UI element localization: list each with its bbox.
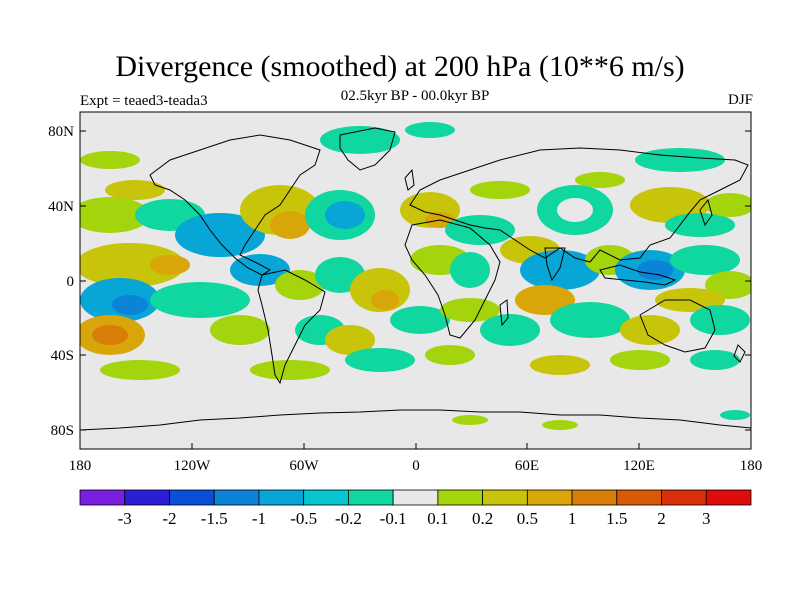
y-tick-label: 0 — [67, 274, 75, 290]
colorbar-swatch — [437, 489, 484, 506]
colorbar-label: -3 — [118, 509, 132, 528]
colorbar-swatch — [124, 489, 170, 506]
x-tick-label: 0 — [412, 458, 420, 474]
colorbar-label: 0.2 — [472, 509, 493, 528]
colorbar-label: -1.5 — [201, 509, 228, 528]
colorbar-label: -2 — [162, 509, 176, 528]
colorbar-swatch — [392, 489, 439, 506]
colorbar-swatch — [79, 489, 126, 506]
season-label: DJF — [727, 92, 753, 108]
colorbar-swatch — [571, 489, 618, 506]
y-tick-label: 40N — [48, 199, 74, 215]
x-axis-ticks — [79, 443, 752, 449]
colorbar-label: 1 — [568, 509, 577, 528]
y-tick-label: 80S — [51, 423, 74, 439]
y-tick-label: 80N — [48, 124, 74, 140]
x-tick-label: 60E — [515, 458, 539, 474]
colorbar-label: 3 — [702, 509, 711, 528]
y-axis-ticks — [80, 130, 751, 431]
x-tick-label: 120W — [174, 458, 212, 474]
colorbar-swatch — [526, 489, 573, 506]
colorbar-label: -1 — [252, 509, 266, 528]
experiment-label: Expt = teaed3-teada3 — [80, 93, 208, 109]
period-label: 02.5kyr BP - 00.0kyr BP — [340, 88, 490, 104]
colorbar-swatch — [616, 489, 662, 506]
x-tick-label: 180 — [69, 458, 92, 474]
colorbar-label: -0.5 — [290, 509, 317, 528]
colorbar-swatch — [482, 489, 528, 506]
colorbar-label: 2 — [657, 509, 666, 528]
colorbar-swatch — [661, 489, 707, 506]
colorbar-label: 0.1 — [427, 509, 448, 528]
colorbar-labels: -3 -2 -1.5 -1 -0.5 -0.2 -0.1 0.1 0.2 0.5 1 1.5 2 3 — [118, 509, 711, 528]
colorbar-label: -0.2 — [335, 509, 362, 528]
x-tick-label: 120E — [623, 458, 655, 474]
colorbar-swatch — [213, 489, 260, 506]
colorbar-swatch — [705, 489, 752, 506]
colorbar-label: -0.1 — [380, 509, 407, 528]
colorbar-swatch — [169, 489, 215, 506]
colorbar-swatch — [258, 489, 305, 506]
colorbar-swatch — [347, 489, 394, 506]
x-tick-label: 180 — [740, 458, 763, 474]
colorbar-swatch — [303, 489, 349, 506]
x-tick-label: 60W — [289, 458, 319, 474]
y-tick-label: 40S — [51, 348, 74, 364]
colorbar — [79, 489, 752, 506]
divergence-field — [80, 122, 751, 430]
colorbar-label: 0.5 — [517, 509, 538, 528]
coastlines — [80, 127, 751, 431]
chart-title: Divergence (smoothed) at 200 hPa (10**6 … — [115, 50, 685, 83]
colorbar-label: 1.5 — [606, 509, 627, 528]
